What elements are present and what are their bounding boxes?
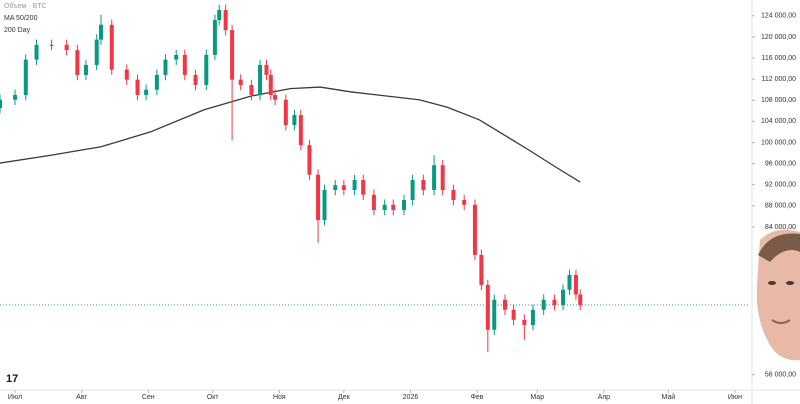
candle-body	[135, 79, 140, 95]
x-tick-label: Июл	[8, 394, 22, 401]
candle-body	[182, 54, 187, 75]
y-tick-label: 104 000,00	[761, 118, 796, 125]
candle-body	[333, 185, 338, 190]
candle-body	[144, 89, 149, 95]
candle-body	[163, 59, 168, 75]
candle-body	[238, 79, 243, 85]
candle-body	[283, 99, 288, 126]
candle-body	[322, 189, 327, 221]
candle-body	[298, 115, 303, 146]
logo: 17	[6, 373, 18, 385]
candle-body	[391, 204, 396, 211]
candle-body	[212, 20, 217, 55]
candle-body	[573, 274, 578, 295]
y-tick-label: 84 000,00	[765, 224, 796, 231]
candle-body	[154, 74, 159, 90]
candle-body	[552, 299, 557, 306]
x-tick-label: Авг	[76, 394, 87, 401]
x-tick-label: Дек	[338, 394, 351, 401]
candle-body	[382, 204, 387, 211]
candle-body	[94, 39, 99, 65]
candle-body	[34, 44, 39, 60]
y-tick-label: 100 000,00	[761, 139, 796, 146]
candle-body	[352, 179, 357, 190]
candle-body	[472, 204, 477, 255]
y-tick-label: 56 000,00	[765, 372, 796, 379]
candle-body	[402, 200, 407, 211]
candle-body	[410, 179, 415, 201]
candle-body	[462, 200, 467, 205]
legend-ma: MA 50/200	[4, 15, 38, 22]
candle-body	[307, 145, 312, 175]
candle-body	[503, 299, 508, 310]
candle-body	[292, 115, 297, 126]
y-tick-label: 124 000,00	[761, 13, 796, 20]
candle-body	[13, 94, 18, 100]
y-tick-label: 92 000,00	[765, 182, 796, 189]
candle-body	[511, 309, 516, 320]
ma-line	[0, 86, 581, 183]
candle-body	[273, 94, 278, 100]
candle-body	[421, 179, 426, 190]
candle-body	[223, 10, 228, 31]
y-tick-label: 116 000,00	[761, 55, 796, 62]
x-tick-label: 2026	[403, 394, 419, 401]
x-tick-label: Июн	[728, 394, 742, 401]
candle-body	[432, 165, 437, 190]
y-tick-label: 112 000,00	[761, 76, 796, 83]
y-tick-label: 96 000,00	[765, 160, 796, 167]
candle-body	[541, 299, 546, 310]
candle-body	[440, 165, 445, 190]
x-tick-label: Апр	[598, 394, 610, 401]
candle-body	[109, 24, 114, 70]
x-tick-label: Сен	[142, 394, 155, 401]
candle-body	[530, 309, 535, 326]
y-tick-label: 108 000,00	[761, 97, 796, 104]
candle-body	[522, 319, 527, 326]
candle-body	[249, 84, 254, 95]
legend-ma-period: 200 Day	[4, 27, 31, 34]
candle-body	[230, 30, 235, 80]
candle-body	[217, 10, 222, 21]
x-tick-label: Окт	[207, 394, 220, 401]
candle-body	[64, 44, 69, 51]
candle-body	[124, 69, 129, 80]
candle-body	[258, 64, 263, 95]
x-tick-label: Май	[661, 393, 675, 401]
candle-body	[49, 44, 54, 46]
candle-body	[23, 59, 28, 95]
x-tick-label: Мар	[530, 394, 544, 401]
candle-body	[204, 54, 209, 85]
candle-body	[561, 289, 566, 306]
candle-body	[371, 194, 376, 211]
candle-body	[75, 50, 80, 75]
candle-body	[485, 284, 490, 330]
candle-body	[451, 189, 456, 201]
candle-body	[99, 24, 104, 40]
y-tick-label: 120 000,00	[761, 34, 796, 41]
candle-body	[0, 99, 2, 109]
candle-body	[479, 254, 484, 285]
candle-body	[83, 64, 88, 75]
x-tick-label: Ноя	[273, 394, 286, 401]
plot-area	[0, 4, 750, 353]
candle-body	[268, 74, 273, 95]
candle-body	[264, 64, 269, 75]
candle-body	[567, 274, 572, 290]
candle-body	[316, 174, 321, 221]
y-tick-label: 88 000,00	[765, 203, 796, 210]
photo	[756, 229, 800, 361]
legend-volume: Объем · BTC	[4, 2, 47, 10]
candle-body	[341, 185, 346, 190]
candle-body	[174, 54, 179, 60]
candle-body	[492, 299, 497, 330]
candle-body	[193, 74, 198, 85]
candle-body	[361, 179, 366, 195]
candle-body	[578, 294, 583, 306]
x-tick-label: Фев	[471, 394, 484, 401]
